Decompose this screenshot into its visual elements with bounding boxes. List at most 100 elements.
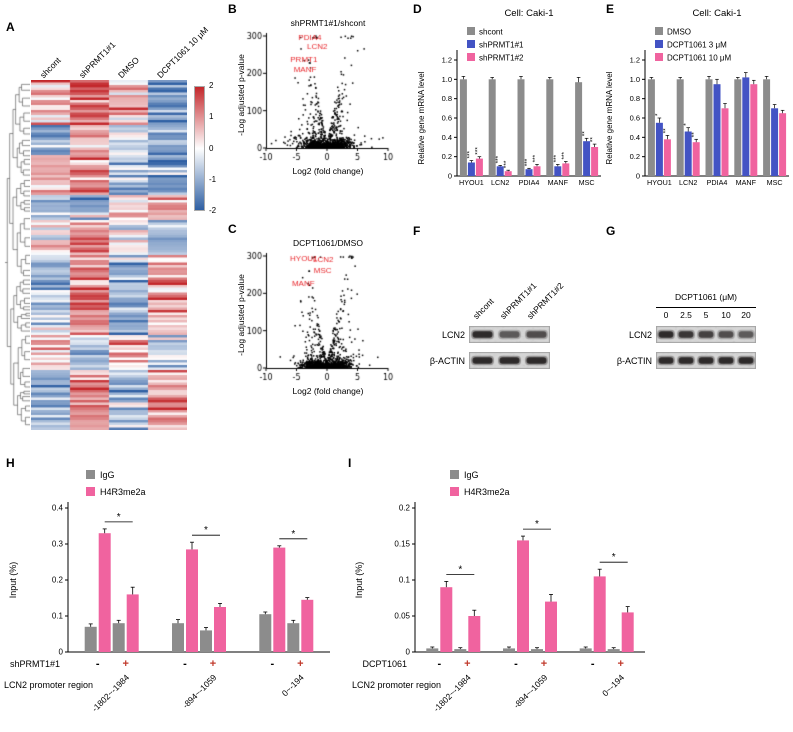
bar [517, 79, 525, 176]
group-label: 0~-194 [280, 672, 306, 698]
western-blot-lcn2 [656, 326, 756, 343]
bar [546, 79, 554, 176]
panel-g-blot: DCPT1061 (μM) 0 2.5 5 10 20 LCN2 β-ACTIN [606, 226, 793, 396]
heatmap-column-label: DMSO [115, 54, 142, 80]
bar [750, 84, 758, 176]
bar [488, 79, 496, 176]
bar [467, 162, 475, 176]
heatmap-column-labels: shcont shPRMT1#1 DMSO DCPT1061 10 μM [0, 24, 228, 80]
significance-stars: *** [474, 147, 481, 155]
legend-swatch [450, 470, 459, 479]
panel-label-h: H [6, 456, 15, 470]
bar [459, 79, 467, 176]
legend-label: DCPT1061 10 μM [667, 54, 732, 63]
panel-label-e: E [606, 2, 615, 16]
y-tick-label: 0.2 [52, 576, 64, 585]
dose-label: 10 [721, 310, 731, 320]
bar [287, 623, 300, 652]
y-tick-label: 0 [636, 172, 640, 181]
legend-label: H4R3me2a [100, 487, 146, 497]
colorbar [194, 86, 205, 211]
bar [525, 169, 533, 176]
bar [655, 122, 663, 176]
significance-stars: * [654, 113, 661, 116]
group-label: -894~-1059 [180, 672, 218, 710]
blot-lane-labels: shcont shPRMT1#1 shPRMT1#2 [413, 226, 603, 323]
bar [475, 158, 483, 176]
bar [503, 648, 515, 652]
condition-label: shPRMT1#1 [10, 659, 60, 669]
legend-swatch [86, 487, 95, 496]
condition-sign-plus: + [210, 658, 216, 670]
y-tick-label: 0.8 [630, 94, 640, 103]
significance-star: * [291, 529, 295, 540]
y-tick-label: 0 [448, 172, 452, 181]
legend-label: DCPT1061 3 μM [667, 41, 727, 50]
y-tick-label: 0.2 [630, 152, 640, 161]
panel-a-heatmap: shcont shPRMT1#1 DMSO DCPT1061 10 μM 2 1 0 -1 -… [0, 0, 228, 450]
heatmap-column-label: DCPT1061 10 μM [154, 24, 211, 80]
bar [676, 79, 684, 176]
bar [621, 612, 634, 652]
group-label: 0~-194 [600, 672, 626, 698]
colorbar-tick: -1 [209, 174, 217, 184]
y-axis-label: Input (%) [8, 562, 18, 599]
legend-swatch [467, 40, 475, 48]
significance-star: * [458, 564, 462, 575]
bar [301, 599, 314, 652]
group-label: -894~-1059 [511, 672, 549, 710]
legend-swatch [655, 40, 663, 48]
category-label: HYOU1 [459, 178, 484, 187]
legend-swatch [655, 53, 663, 61]
bar [684, 131, 692, 176]
condition-sign-plus: + [122, 658, 128, 670]
condition-sign-plus: + [617, 658, 623, 670]
colorbar-tick: 1 [209, 112, 214, 122]
bar [273, 547, 286, 652]
y-tick-label: 1.0 [442, 75, 452, 84]
y-tick-label: 0.2 [442, 152, 452, 161]
chart-title: shPRMT1#1/shcont [290, 18, 366, 28]
legend-label: IgG [464, 470, 479, 480]
y-axis-label: -Log adjusted p-value [236, 54, 246, 136]
volcano-plot [230, 30, 395, 180]
legend-swatch [655, 27, 663, 35]
condition-sign-plus: + [541, 658, 547, 670]
chart-title: DCPT1061/DMSO [293, 238, 363, 248]
blot-row-label-lcn2: LCN2 [441, 330, 465, 340]
y-tick-label: 0.2 [399, 504, 411, 513]
bar [186, 549, 198, 652]
panel-label-f: F [413, 224, 421, 238]
category-label: LCN2 [491, 178, 509, 187]
legend-swatch [450, 487, 459, 496]
dose-label: 0 [663, 310, 669, 320]
legend-label: shPRMT1#1 [479, 41, 524, 50]
condition-sign-minus: - [183, 658, 187, 670]
bar [214, 607, 226, 652]
blot-row-label-actin: β-ACTIN [429, 356, 465, 366]
significance-stars: *** [561, 151, 568, 159]
y-tick-label: 0 [406, 648, 411, 657]
y-tick-label: 1.2 [442, 56, 452, 65]
bar [771, 108, 779, 176]
western-blot-lcn2 [469, 326, 550, 343]
group-label: -1802~-1984 [431, 672, 473, 714]
bar [663, 139, 671, 176]
y-tick-label: 1.2 [630, 56, 640, 65]
y-tick-label: 0.1 [399, 576, 411, 585]
significance-stars: *** [532, 154, 539, 162]
chip-chart-h: IgG H4R3me2a 0 0.1 0.2 0.3 0.4 Input (%) * - + -180… [4, 470, 330, 714]
chip-chart-i: IgG H4R3me2a 0 0.05 0.1 0.15 0.2 Input (%) * - + -1… [352, 470, 645, 714]
panel-f-blot: shcont shPRMT1#1 shPRMT1#2 LCN2 β-ACTIN [413, 226, 603, 396]
bar [545, 601, 557, 652]
y-tick-label: 0.6 [442, 114, 452, 123]
bar [426, 648, 439, 652]
y-tick-label: 0.15 [394, 540, 410, 549]
y-axis-label: -Log adjusted p-value [236, 274, 246, 356]
legend-label: H4R3me2a [464, 487, 510, 497]
bar [742, 77, 750, 176]
panel-label-g: G [606, 224, 616, 238]
condition-sign-minus: - [514, 658, 518, 670]
